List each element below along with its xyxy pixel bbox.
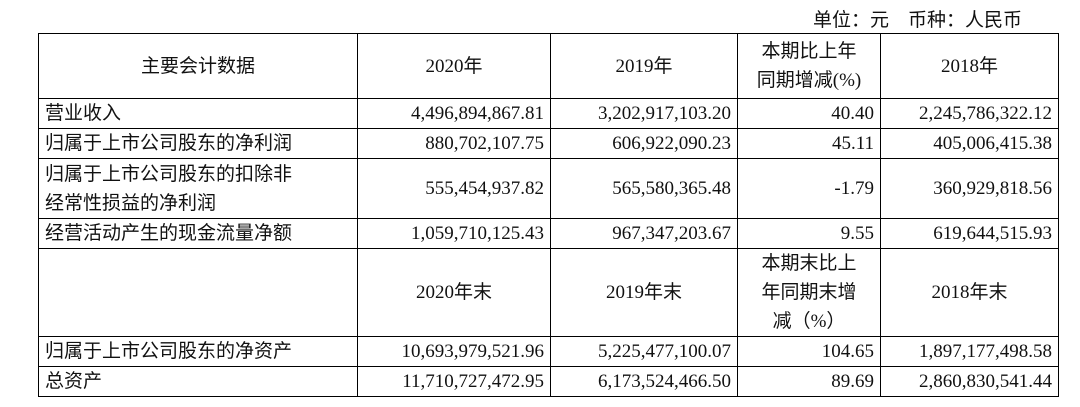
value-cell: 1,897,177,498.58 <box>880 336 1059 367</box>
header-cell: 2018年末 <box>880 248 1059 337</box>
header-row: 主要会计数据 2020年 2019年 本期比上年 同期增减(%) 2018年 <box>38 33 1059 99</box>
data-row: 营业收入 4,496,894,867.81 3,202,917,103.20 40.4… <box>38 98 1059 129</box>
value-cell: 405,006,415.38 <box>880 128 1059 159</box>
row-label: 归属于上市公司股东的扣除非 经常性损益的净利润 <box>38 158 358 219</box>
row-label: 经营活动产生的现金流量净额 <box>38 218 358 249</box>
value-cell: 9.55 <box>737 218 881 249</box>
value-cell: 880,702,107.75 <box>357 128 551 159</box>
row-label: 总资产 <box>38 366 358 397</box>
value-cell: 4,496,894,867.81 <box>357 98 551 129</box>
value-cell: 565,580,365.48 <box>550 158 738 219</box>
value-cell: 104.65 <box>737 336 881 367</box>
value-cell: 606,922,090.23 <box>550 128 738 159</box>
header-cell: 2018年 <box>880 33 1059 99</box>
header-cell: 2019年末 <box>550 248 738 337</box>
value-cell: -1.79 <box>737 158 881 219</box>
row-label: 归属于上市公司股东的净利润 <box>38 128 358 159</box>
header-cell: 2019年 <box>550 33 738 99</box>
header-row: 2020年末 2019年末 本期末比上 年同期末增 减（%） 2018年末 <box>38 248 1059 337</box>
data-row: 经营活动产生的现金流量净额 1,059,710,125.43 967,347,203… <box>38 218 1059 249</box>
data-row: 总资产 11,710,727,472.95 6,173,524,466.50 89.6… <box>38 366 1059 397</box>
value-cell: 2,860,830,541.44 <box>880 366 1059 397</box>
value-cell: 40.40 <box>737 98 881 129</box>
row-label: 营业收入 <box>38 98 358 129</box>
value-cell: 45.11 <box>737 128 881 159</box>
value-cell: 11,710,727,472.95 <box>357 366 551 397</box>
value-cell: 5,225,477,100.07 <box>550 336 738 367</box>
value-cell: 360,929,818.56 <box>880 158 1059 219</box>
value-cell: 6,173,524,466.50 <box>550 366 738 397</box>
header-cell: 本期末比上 年同期末增 减（%） <box>737 248 881 337</box>
header-cell <box>38 248 358 337</box>
value-cell: 2,245,786,322.12 <box>880 98 1059 129</box>
header-cell: 本期比上年 同期增减(%) <box>737 33 881 99</box>
value-cell: 10,693,979,521.96 <box>357 336 551 367</box>
value-cell: 967,347,203.67 <box>550 218 738 249</box>
financial-table: 主要会计数据 2020年 2019年 本期比上年 同期增减(%) 2018年 营业收入 4,… <box>38 33 1059 397</box>
header-cell: 2020年末 <box>357 248 551 337</box>
header-cell: 主要会计数据 <box>38 33 358 99</box>
data-row: 归属于上市公司股东的净资产 10,693,979,521.96 5,225,477,… <box>38 336 1059 367</box>
unit-note: 单位：元 币种：人民币 <box>812 10 1022 31</box>
header-cell: 2020年 <box>357 33 551 99</box>
data-row: 归属于上市公司股东的扣除非 经常性损益的净利润 555,454,937.82 565… <box>38 158 1059 219</box>
value-cell: 89.69 <box>737 366 881 397</box>
value-cell: 555,454,937.82 <box>357 158 551 219</box>
value-cell: 1,059,710,125.43 <box>357 218 551 249</box>
value-cell: 619,644,515.93 <box>880 218 1059 249</box>
row-label: 归属于上市公司股东的净资产 <box>38 336 358 367</box>
value-cell: 3,202,917,103.20 <box>550 98 738 129</box>
data-row: 归属于上市公司股东的净利润 880,702,107.75 606,922,090.2… <box>38 128 1059 159</box>
